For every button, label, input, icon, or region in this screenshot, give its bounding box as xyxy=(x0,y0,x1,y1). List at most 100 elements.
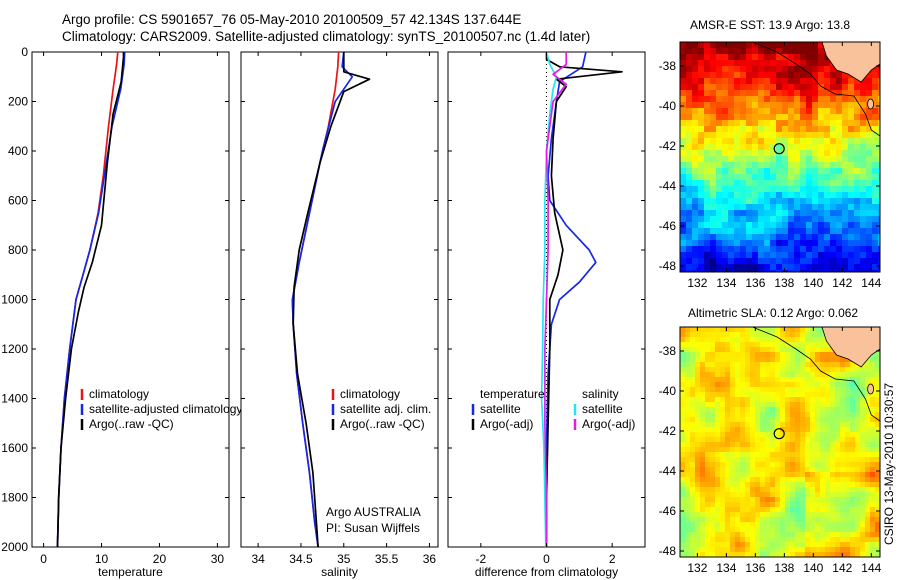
map-cell xyxy=(790,462,795,467)
map-cell xyxy=(820,482,825,487)
map-cell xyxy=(815,477,820,482)
map-cell xyxy=(685,327,690,332)
map-cell xyxy=(865,502,870,507)
map-cell xyxy=(722,186,728,192)
map-cell xyxy=(770,332,775,337)
map-cell xyxy=(818,144,824,150)
map-cell xyxy=(725,337,730,342)
map-cell xyxy=(770,527,775,532)
map-cell xyxy=(790,382,795,387)
map-cell xyxy=(800,422,805,427)
map-cell xyxy=(875,387,880,392)
map-cell xyxy=(690,392,695,397)
map-cell xyxy=(818,108,824,114)
map-cell xyxy=(840,542,845,547)
map-cell xyxy=(710,222,716,228)
map-cell xyxy=(722,114,728,120)
map-cell xyxy=(825,347,830,352)
map-cell xyxy=(692,240,698,246)
map-cell xyxy=(745,437,750,442)
map-cell xyxy=(720,522,725,527)
map-cell xyxy=(788,114,794,120)
map-cell xyxy=(795,517,800,522)
map-cell xyxy=(785,472,790,477)
map-cell xyxy=(824,246,830,252)
map-cell xyxy=(788,210,794,216)
map-cell xyxy=(845,387,850,392)
map-cell xyxy=(775,477,780,482)
map-cell xyxy=(680,507,685,512)
map-cell xyxy=(685,497,690,502)
map-cell xyxy=(735,352,740,357)
map-cell xyxy=(775,492,780,497)
map-cell xyxy=(770,467,775,472)
map-cell xyxy=(705,522,710,527)
map-cell xyxy=(728,156,734,162)
map-cell xyxy=(734,204,740,210)
map-cell xyxy=(735,367,740,372)
map-cell xyxy=(855,512,860,517)
map-cell xyxy=(848,222,854,228)
map-cell xyxy=(740,228,746,234)
map-cell xyxy=(710,387,715,392)
map-cell xyxy=(866,240,872,246)
map-cell xyxy=(875,507,880,512)
map-cell xyxy=(680,327,685,332)
map-cell xyxy=(755,332,760,337)
map-cell xyxy=(755,327,760,332)
map-cell xyxy=(715,507,720,512)
map-cell xyxy=(715,412,720,417)
map-cell xyxy=(755,417,760,422)
map-cell xyxy=(715,537,720,542)
map-cell xyxy=(705,542,710,547)
map-cell xyxy=(824,258,830,264)
map-cell xyxy=(835,532,840,537)
map-cell xyxy=(775,532,780,537)
map-cell xyxy=(836,72,842,78)
map-cell xyxy=(686,126,692,132)
map-cell xyxy=(836,192,842,198)
map-cell xyxy=(752,102,758,108)
map-cell xyxy=(878,72,880,78)
map-cell xyxy=(878,252,880,258)
map-cell xyxy=(870,462,875,467)
map-cell xyxy=(715,532,720,537)
map-cell xyxy=(750,462,755,467)
map-cell xyxy=(875,482,880,487)
map-cell xyxy=(842,234,848,240)
map-cell xyxy=(725,387,730,392)
map-cell xyxy=(760,372,765,377)
map-cell xyxy=(800,452,805,457)
map-cell xyxy=(728,264,734,270)
map-cell xyxy=(685,337,690,342)
map-cell xyxy=(848,204,854,210)
map-cell xyxy=(806,192,812,198)
map-cell xyxy=(705,342,710,347)
map-cell xyxy=(794,138,800,144)
map-cell xyxy=(872,222,878,228)
map-cell xyxy=(722,90,728,96)
map-cell xyxy=(735,512,740,517)
map-cell xyxy=(825,497,830,502)
map-cell xyxy=(782,126,788,132)
map-cell xyxy=(810,447,815,452)
map-cell xyxy=(690,482,695,487)
map-cell xyxy=(685,352,690,357)
map-cell xyxy=(745,417,750,422)
map-cell xyxy=(690,447,695,452)
map-cell xyxy=(700,407,705,412)
map-cell xyxy=(698,102,704,108)
map-cell xyxy=(800,138,806,144)
map-cell xyxy=(692,186,698,192)
map-cell xyxy=(695,407,700,412)
map-cell xyxy=(830,362,835,367)
map-cell xyxy=(686,204,692,210)
map-cell xyxy=(854,108,860,114)
map-cell xyxy=(710,492,715,497)
map-cell xyxy=(746,150,752,156)
map-cell xyxy=(716,150,722,156)
map-cell xyxy=(725,422,730,427)
map-cell xyxy=(760,447,765,452)
map-cell xyxy=(785,492,790,497)
map-cell xyxy=(692,120,698,126)
